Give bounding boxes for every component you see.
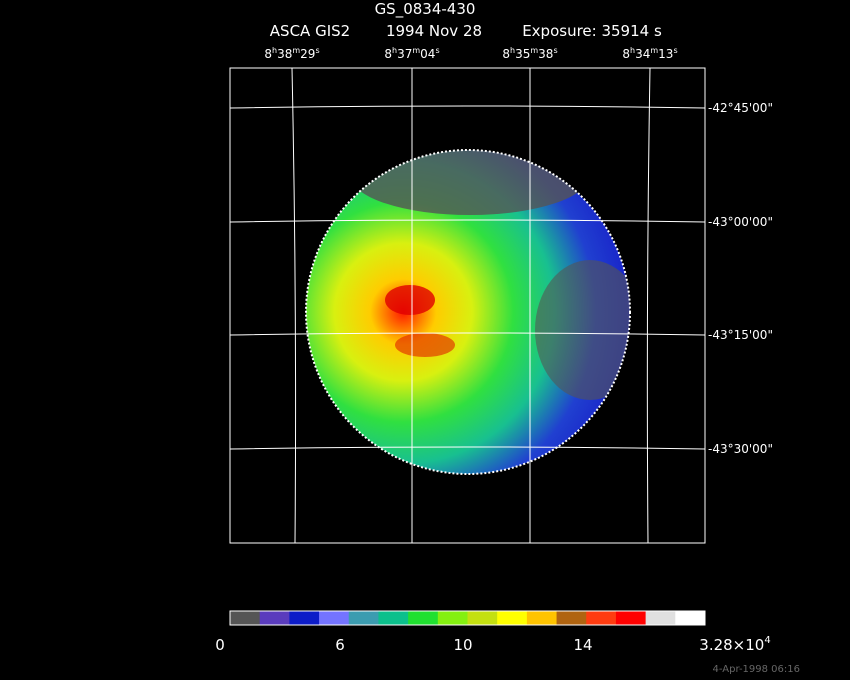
colorbar-swatch	[467, 611, 498, 625]
dec-label: -43°30'00"	[708, 442, 773, 456]
ra-grid-line	[646, 67, 651, 544]
colorbar-swatch	[378, 611, 409, 625]
ra-value: 34	[635, 47, 650, 61]
colorbar-frame	[229, 610, 706, 626]
ra-value: 04	[420, 47, 435, 61]
low-count-region	[535, 260, 630, 400]
bright-region	[385, 285, 435, 315]
colorbar-label: 3.28×104	[699, 635, 770, 654]
ra-unit: s	[553, 46, 557, 55]
bright-region	[395, 333, 455, 357]
ra-grid-line	[411, 67, 413, 544]
colorbar-swatch	[289, 611, 320, 625]
colorbar-label: 6	[335, 636, 345, 654]
ra-grid-line	[291, 67, 297, 544]
ra-unit: m	[292, 46, 300, 55]
ra-value: 8	[622, 47, 630, 61]
ra-unit: h	[272, 46, 277, 55]
colorbar-swatch	[645, 611, 676, 625]
ra-unit: h	[630, 46, 635, 55]
title: GS_0834-430	[375, 0, 476, 19]
ra-value: 8	[502, 47, 510, 61]
colorbar-swatch	[230, 611, 261, 625]
ra-unit: m	[650, 46, 658, 55]
ra-label: 8h38m29s	[264, 46, 319, 61]
ra-unit: s	[315, 46, 319, 55]
ra-unit: h	[392, 46, 397, 55]
obs-date: 1994 Nov 28	[386, 22, 482, 40]
dec-label: -42°45'00"	[708, 101, 773, 115]
dec-grid-line	[229, 105, 706, 109]
colorbar-label: 10	[453, 636, 472, 654]
ra-value: 38	[277, 47, 292, 61]
ra-unit: s	[435, 46, 439, 55]
colorbar-label: 14	[573, 636, 592, 654]
plot-frame	[229, 67, 706, 544]
colorbar-swatch	[615, 611, 647, 625]
ra-value: 35	[515, 47, 530, 61]
ra-unit: s	[673, 46, 677, 55]
colorbar-swatch	[437, 611, 468, 625]
ra-label: 8h34m13s	[622, 46, 677, 61]
ra-label: 8h37m04s	[384, 46, 439, 61]
colorbar-swatch	[408, 611, 439, 625]
colorbar-swatch	[526, 611, 558, 625]
ra-value: 8	[264, 47, 272, 61]
ra-label: 8h35m38s	[502, 46, 557, 61]
dec-grid-line	[229, 332, 706, 336]
dec-label: -43°15'00"	[708, 328, 773, 342]
ra-unit: m	[412, 46, 420, 55]
colorbar-swatch	[497, 611, 528, 625]
exposure: Exposure: 35914 s	[522, 22, 662, 40]
colorbar-swatch	[675, 611, 706, 625]
timestamp: 4-Apr-1998 06:16	[713, 664, 800, 675]
colorbar-value: 0	[215, 636, 225, 654]
colorbar-value: 10	[453, 636, 472, 654]
dec-label: -43°00'00"	[708, 215, 773, 229]
ra-value: 29	[300, 47, 315, 61]
colorbar-swatch	[556, 611, 587, 625]
coordinate-grid	[229, 67, 706, 544]
colorbar-value: 14	[573, 636, 592, 654]
colorbar-swatch	[319, 611, 350, 625]
ra-value: 38	[538, 47, 553, 61]
ra-value: 13	[658, 47, 673, 61]
disk-edge	[305, 149, 631, 475]
colorbar-swatch	[348, 611, 379, 625]
image-disk	[306, 150, 630, 474]
colorbar-label: 0	[215, 636, 225, 654]
colorbar-exponent: 4	[764, 635, 770, 646]
instrument: ASCA GIS2	[270, 22, 350, 40]
dec-grid-line	[229, 446, 706, 450]
dec-grid-line	[229, 219, 706, 223]
ra-value: 8	[384, 47, 392, 61]
ra-unit: m	[530, 46, 538, 55]
ra-unit: h	[510, 46, 515, 55]
ra-value: 37	[397, 47, 412, 61]
ra-grid-line	[529, 67, 531, 544]
colorbar-swatch	[259, 611, 290, 625]
colorbar-value: 3.28×10	[699, 636, 764, 654]
colorbar-swatch	[586, 611, 617, 625]
colorbar-value: 6	[335, 636, 345, 654]
